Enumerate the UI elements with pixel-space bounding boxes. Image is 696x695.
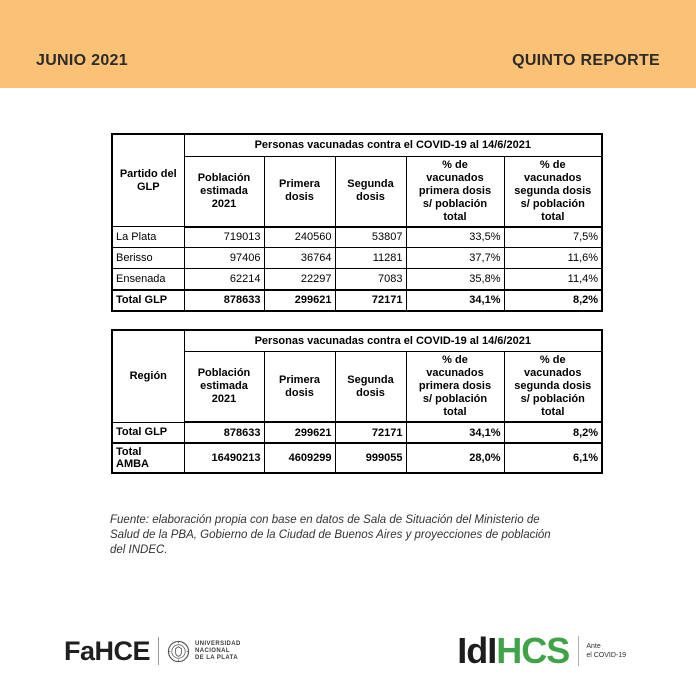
logo-divider bbox=[578, 636, 580, 666]
logo-divider bbox=[158, 637, 160, 665]
cell-pct-primera: 28,0% bbox=[405, 442, 505, 474]
col-header-poblacion: Población estimada 2021 bbox=[183, 155, 265, 228]
tables-section: Partido del GLP Personas vacunadas contr… bbox=[0, 133, 696, 474]
col-header-pct-primera: % de vacunados primera dosis s/ població… bbox=[405, 155, 505, 228]
vaccination-table-glp: Partido del GLP Personas vacunadas contr… bbox=[111, 133, 604, 312]
cell-segunda: 11281 bbox=[334, 247, 407, 269]
banner-report-label: QUINTO REPORTE bbox=[512, 52, 660, 69]
table-total-row: Total GLP 878633 299621 72171 34,1% 8,2% bbox=[111, 288, 603, 311]
cell-poblacion: 878633 bbox=[183, 288, 265, 311]
source-note: Fuente: elaboración propia con base en d… bbox=[110, 514, 551, 556]
row-label: La Plata bbox=[111, 226, 185, 248]
col-header-pct-segunda: % de vacunados segunda dosis s/ població… bbox=[503, 155, 603, 228]
idihcs-tagline: Ante el COVID-19 bbox=[586, 643, 626, 659]
cell-segunda: 53807 bbox=[334, 226, 407, 248]
banner-date-label: JUNIO 2021 bbox=[36, 52, 128, 69]
row-label: Total GLP bbox=[111, 288, 185, 311]
footer-logos: FaHCE UNIVERSIDAD NACIONAL DE LA PLATA I… bbox=[0, 624, 696, 678]
cell-poblacion: 878633 bbox=[183, 421, 265, 444]
idihcs-wordmark-green: HCS bbox=[496, 630, 570, 671]
cell-pct-segunda: 8,2% bbox=[503, 288, 603, 311]
cell-pct-segunda: 6,1% bbox=[503, 442, 603, 474]
row-label: Berisso bbox=[111, 247, 185, 269]
table-row: Ensenada 62214 22297 7083 35,8% 11,4% bbox=[111, 268, 603, 290]
cell-primera: 299621 bbox=[263, 421, 336, 444]
cell-poblacion: 97406 bbox=[183, 247, 265, 269]
cell-segunda: 999055 bbox=[334, 442, 407, 474]
cell-pct-segunda: 7,5% bbox=[503, 226, 603, 248]
row-label: Total GLP bbox=[111, 421, 185, 444]
col-header-poblacion: Población estimada 2021 bbox=[183, 351, 265, 423]
idihcs-wordmark-black: IdI bbox=[457, 630, 497, 671]
table-total-row: Total AMBA 16490213 4609299 999055 28,0%… bbox=[111, 442, 603, 474]
col-header-pct-segunda: % de vacunados segunda dosis s/ població… bbox=[503, 351, 603, 423]
table-total-row: Total GLP 878633 299621 72171 34,1% 8,2% bbox=[111, 421, 603, 444]
col-header-segunda-dosis: Segunda dosis bbox=[334, 155, 407, 228]
row-label: Total AMBA bbox=[111, 442, 185, 474]
cell-primera: 299621 bbox=[263, 288, 336, 311]
cell-poblacion: 62214 bbox=[183, 268, 265, 290]
cell-pct-segunda: 8,2% bbox=[503, 421, 603, 444]
vaccination-table-region: Región Personas vacunadas contra el COVI… bbox=[111, 328, 604, 474]
table-row: Berisso 97406 36764 11281 37,7% 11,6% bbox=[111, 247, 603, 269]
table-span-header: Personas vacunadas contra el COVID-19 al… bbox=[183, 329, 603, 352]
unlp-name: UNIVERSIDAD NACIONAL DE LA PLATA bbox=[195, 640, 241, 661]
row-label: Ensenada bbox=[111, 268, 185, 290]
cell-poblacion: 719013 bbox=[183, 226, 265, 248]
cell-pct-segunda: 11,4% bbox=[503, 268, 603, 290]
cell-segunda: 72171 bbox=[334, 288, 407, 311]
table-corner-label: Región bbox=[111, 329, 185, 423]
table-corner-label: Partido del GLP bbox=[111, 133, 185, 227]
cell-pct-primera: 33,5% bbox=[405, 226, 505, 248]
unlp-seal-icon bbox=[167, 640, 190, 662]
fahce-logo: FaHCE UNIVERSIDAD NACIONAL DE LA PLATA bbox=[64, 636, 241, 667]
cell-pct-segunda: 11,6% bbox=[503, 247, 603, 269]
fahce-wordmark: FaHCE bbox=[64, 635, 151, 666]
cell-primera: 22297 bbox=[263, 268, 336, 290]
cell-poblacion: 16490213 bbox=[183, 442, 265, 474]
col-header-primera-dosis: Primera dosis bbox=[263, 351, 336, 423]
cell-pct-primera: 35,8% bbox=[405, 268, 505, 290]
cell-segunda: 7083 bbox=[334, 268, 407, 290]
cell-pct-primera: 37,7% bbox=[405, 247, 505, 269]
cell-segunda: 72171 bbox=[334, 421, 407, 444]
cell-primera: 4609299 bbox=[263, 442, 336, 474]
idihcs-logo: IdI HCS Ante el COVID-19 bbox=[457, 633, 626, 669]
col-header-primera-dosis: Primera dosis bbox=[263, 155, 336, 228]
cell-pct-primera: 34,1% bbox=[405, 288, 505, 311]
top-banner: JUNIO 2021 QUINTO REPORTE bbox=[0, 0, 696, 88]
table-span-header: Personas vacunadas contra el COVID-19 al… bbox=[183, 133, 603, 157]
cell-primera: 240560 bbox=[263, 226, 336, 248]
table-row: La Plata 719013 240560 53807 33,5% 7,5% bbox=[111, 226, 603, 248]
col-header-segunda-dosis: Segunda dosis bbox=[334, 351, 407, 423]
col-header-pct-primera: % de vacunados primera dosis s/ població… bbox=[405, 351, 505, 423]
cell-pct-primera: 34,1% bbox=[405, 421, 505, 444]
cell-primera: 36764 bbox=[263, 247, 336, 269]
